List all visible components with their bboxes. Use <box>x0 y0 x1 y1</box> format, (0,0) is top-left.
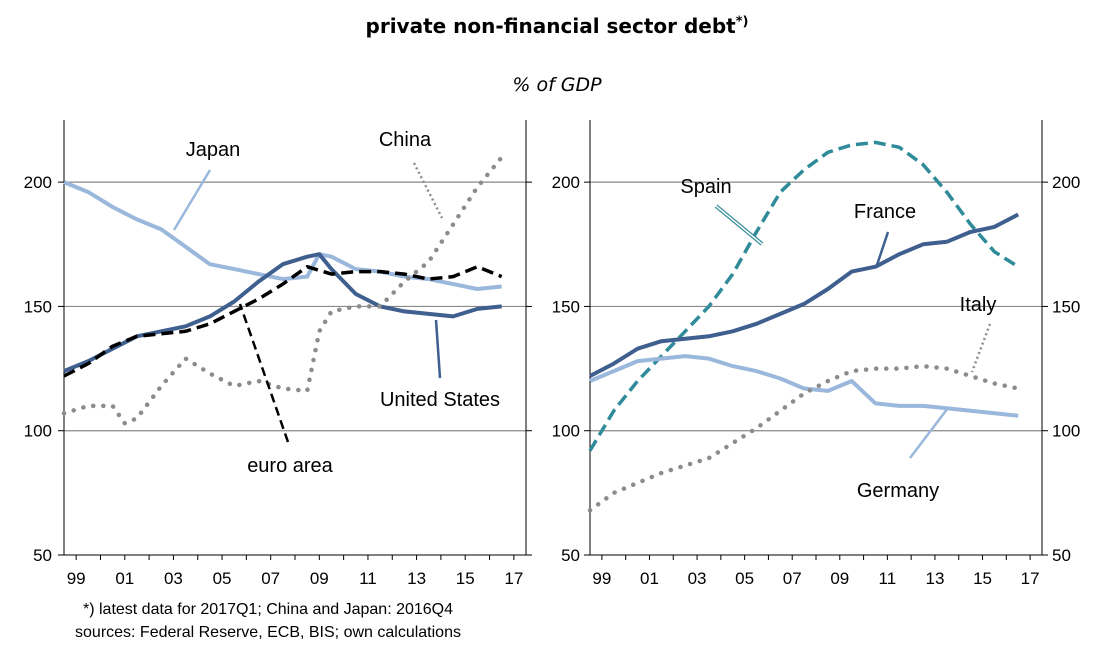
leader-line-germany <box>909 407 949 459</box>
series-label-germany: Germany <box>857 480 939 502</box>
chart-canvas: 50 100 150 200 99 01 03 05 07 09 11 13 15 17 Japan Chin… <box>24 120 1080 588</box>
x-tick-label: 11 <box>879 569 897 588</box>
x-tick-label: 13 <box>407 569 426 588</box>
leader-line-italy <box>970 323 992 373</box>
y-tick-label-right: 150 <box>1052 297 1080 316</box>
series-line-spain <box>588 140 1020 452</box>
x-tick-label: 17 <box>1021 569 1040 588</box>
x-tick-label: 01 <box>640 569 659 588</box>
footnote-line-1: *) latest data for 2017Q1; China and Jap… <box>82 601 454 618</box>
leader-line-united-states <box>434 319 442 379</box>
y-tick-label: 100 <box>552 422 580 441</box>
series-label-japan: Japan <box>186 139 241 161</box>
x-tick-label: 11 <box>359 569 377 588</box>
y-tick-label-right: 200 <box>1052 173 1080 192</box>
y-tick-label: 150 <box>552 297 580 316</box>
footnote: *) latest data for 2017Q1; China and Jap… <box>8 598 528 644</box>
x-tick-label: 17 <box>504 569 523 588</box>
series-line-united-states <box>63 252 502 373</box>
y-tick-label: 100 <box>24 422 52 441</box>
x-tick-label: 15 <box>973 569 992 588</box>
series-line-italy <box>587 363 1021 513</box>
x-tick-label: 01 <box>115 569 134 588</box>
y-tick-label: 150 <box>24 297 52 316</box>
y-tick-label: 200 <box>552 173 580 192</box>
x-tick-label: 15 <box>456 569 475 588</box>
series-line-france <box>589 212 1020 378</box>
series-line-germany <box>589 354 1019 418</box>
footnote-line-2: sources: Federal Reserve, ECB, BIS; own … <box>75 624 461 641</box>
x-tick-label: 99 <box>592 569 611 588</box>
leader-line-inner-spain <box>715 205 763 245</box>
chart-subtitle: % of GDP <box>512 74 602 96</box>
series-label-euro-area: euro area <box>247 455 333 477</box>
series-label-france: France <box>854 201 916 223</box>
y-tick-label: 50 <box>33 546 52 565</box>
x-tick-label: 05 <box>735 569 754 588</box>
title-footnote-marker: *) <box>735 14 749 30</box>
series-label-spain: Spain <box>680 176 731 198</box>
leader-line-china <box>412 162 444 219</box>
y-tick-label: 200 <box>24 173 52 192</box>
series-label-united-states: United States <box>380 389 500 411</box>
leader-line-france <box>874 231 890 269</box>
y-tick-label-right: 100 <box>1052 422 1080 441</box>
x-tick-label: 09 <box>310 569 329 588</box>
series-label-italy: Italy <box>960 294 997 316</box>
x-tick-label: 09 <box>830 569 849 588</box>
x-tick-label: 07 <box>261 569 280 588</box>
leader-line-japan <box>172 169 212 231</box>
series-label-china: China <box>379 129 432 151</box>
series-line-japan <box>63 180 502 291</box>
title-text: private non-financial sector debt <box>365 14 736 38</box>
x-tick-label: 07 <box>783 569 802 588</box>
series-line-euro-area <box>63 264 503 378</box>
x-tick-label: 05 <box>213 569 232 588</box>
x-tick-label: 13 <box>925 569 944 588</box>
x-tick-label: 03 <box>688 569 707 588</box>
y-tick-label: 50 <box>561 546 580 565</box>
x-tick-label: 99 <box>67 569 86 588</box>
x-tick-label: 03 <box>164 569 183 588</box>
y-tick-label-right: 50 <box>1052 546 1071 565</box>
chart-title: private non-financial sector debt*) <box>0 14 1114 38</box>
series-line-china <box>61 155 504 426</box>
leader-line-euro-area <box>238 303 290 443</box>
